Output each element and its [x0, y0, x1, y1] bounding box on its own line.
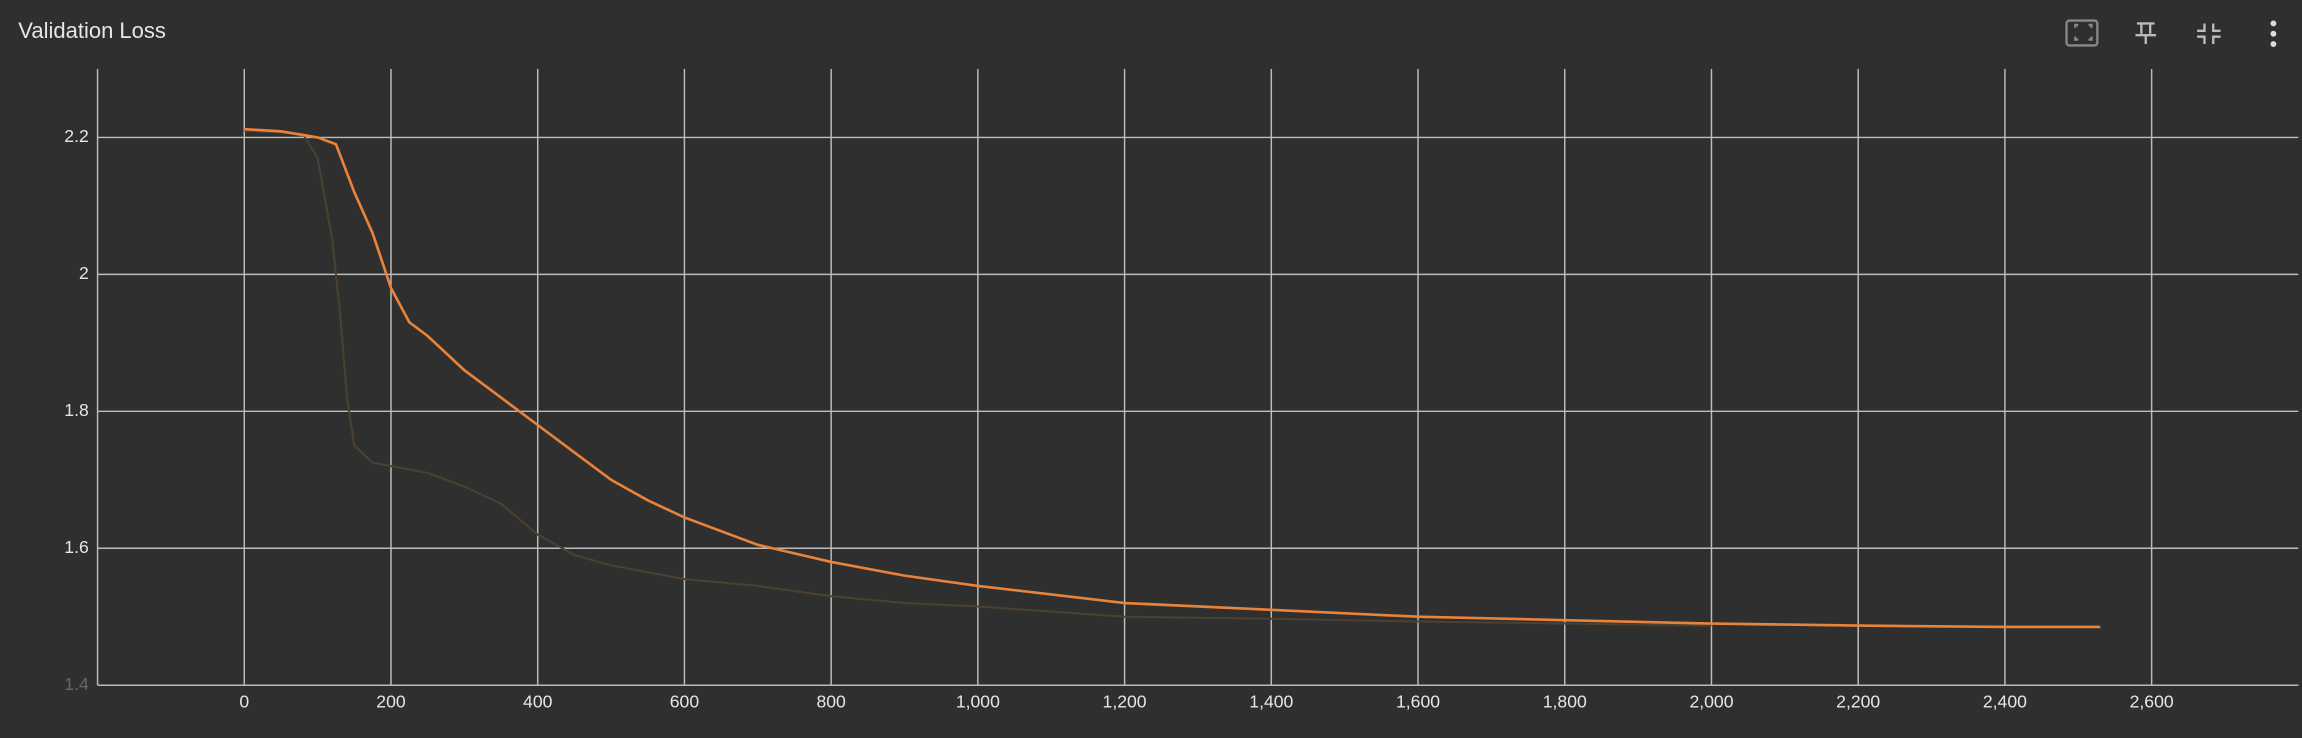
series-line [244, 127, 2101, 629]
series-line [244, 129, 1712, 627]
y-tick-label: 2 [79, 263, 89, 283]
x-tick-label: 200 [376, 691, 406, 711]
x-tick-label: 1,600 [1396, 691, 1440, 711]
x-tick-label: 2,400 [1983, 691, 2027, 711]
fit-domain-button[interactable] [2065, 19, 2099, 47]
x-tick-label: 2,000 [1689, 691, 1733, 711]
toolbar [2065, 19, 2277, 47]
x-tick-label: 2,200 [1836, 691, 1880, 711]
x-tick-label: 0 [239, 691, 249, 711]
x-tick-label: 1,800 [1543, 691, 1587, 711]
pin-button[interactable] [2135, 22, 2157, 45]
x-tick-label: 2,600 [2130, 691, 2174, 711]
y-tick-label: 1.6 [64, 537, 89, 557]
x-tick-label: 1,200 [1103, 691, 1147, 711]
x-tick-label: 600 [670, 691, 700, 711]
more-button[interactable] [2270, 20, 2277, 47]
y-tick-label: 1.8 [64, 400, 89, 420]
x-tick-label: 800 [816, 691, 846, 711]
y-tick-label: 2.2 [64, 126, 88, 146]
x-tick-label: 400 [523, 691, 553, 711]
x-tick-label: 1,400 [1249, 691, 1293, 711]
x-tick-label: 1,000 [956, 691, 1000, 711]
chart-title: Validation Loss [18, 18, 166, 43]
collapse-button[interactable] [2197, 23, 2221, 45]
y-tick-label: 1.4 [64, 674, 89, 694]
